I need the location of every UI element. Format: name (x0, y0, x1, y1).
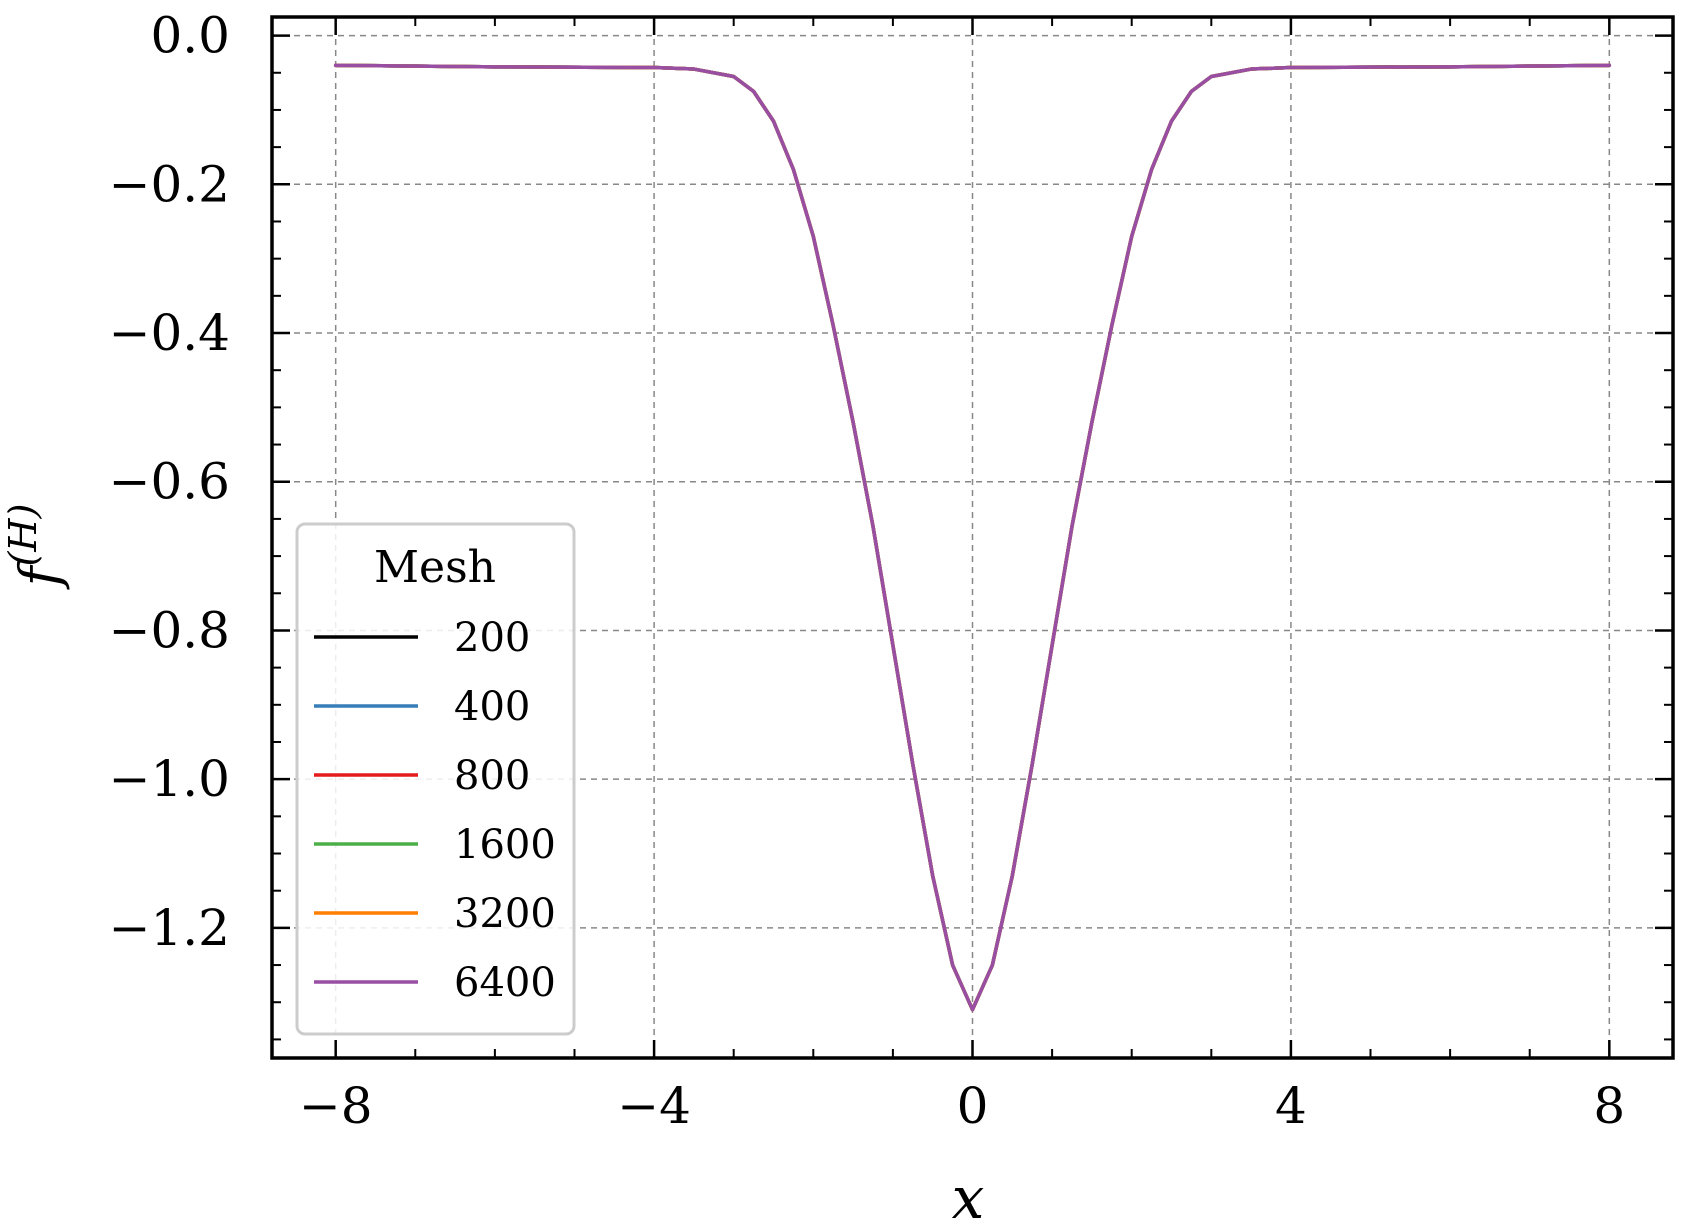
y-axis-label-superscript: (H) (1, 504, 45, 567)
svg-text:f(H): f(H) (1, 504, 71, 591)
y-axis-label: f(H) (1, 504, 71, 591)
x-tick-label: −8 (299, 1077, 373, 1135)
legend-title: Mesh (374, 542, 496, 593)
legend-label-6400: 6400 (454, 960, 556, 1006)
x-tick-label: 8 (1593, 1077, 1625, 1135)
legend-box (295, 522, 576, 1036)
y-tick-label: −0.4 (109, 304, 230, 362)
y-tick-label: 0.0 (150, 7, 230, 65)
legend-label-800: 800 (454, 753, 530, 799)
legend-entries: 200 400 800 1600 3200 6400 (314, 615, 556, 1006)
y-tick-label: −0.6 (109, 453, 230, 511)
legend-label-1600: 1600 (454, 822, 556, 868)
x-axis-label: x (952, 1164, 985, 1231)
series-line-6400 (333, 63, 1612, 1012)
x-tick-label: 0 (957, 1077, 989, 1135)
legend-label-400: 400 (454, 684, 530, 730)
plot-frame (270, 15, 1675, 1060)
legend: Mesh 200 400 800 1600 3200 6400 (295, 522, 576, 1036)
x-tick-label: 4 (1275, 1077, 1307, 1135)
x-tick-labels: −8 −4 0 4 8 (299, 1077, 1625, 1135)
y-tick-labels: 0.0 −0.2 −0.4 −0.6 −0.8 −1.0 −1.2 (109, 7, 230, 957)
plot-series (333, 63, 1612, 1012)
y-tick-label: −1.2 (109, 899, 230, 957)
legend-label-200: 200 (454, 615, 530, 661)
y-tick-label: −1.0 (109, 750, 230, 808)
legend-label-3200: 3200 (454, 891, 556, 937)
y-tick-label: −0.2 (109, 155, 230, 213)
x-tick-label: −4 (617, 1077, 691, 1135)
y-tick-label: −0.8 (109, 601, 230, 659)
